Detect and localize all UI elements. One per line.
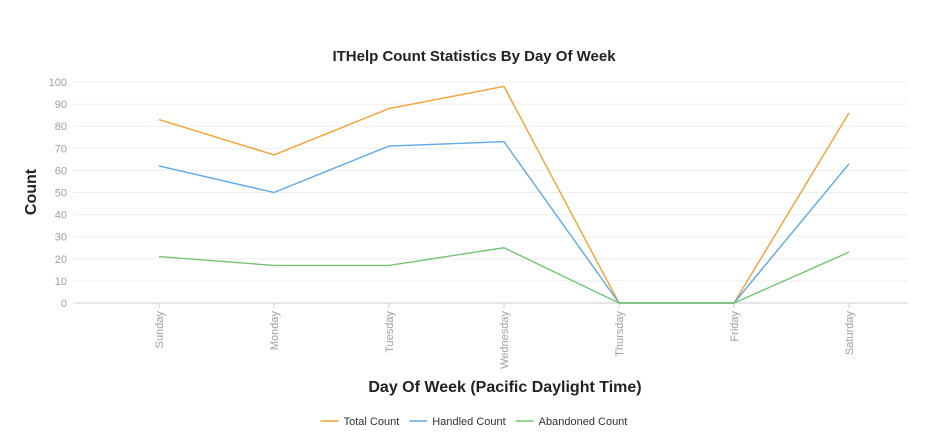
y-tick-label: 100 bbox=[49, 77, 67, 89]
chart-title: ITHelp Count Statistics By Day Of Week bbox=[332, 48, 616, 65]
y-axis-ticks: 0 10 20 30 40 50 60 70 80 90 100 bbox=[49, 77, 67, 310]
x-axis-ticks: Sunday Monday Tuesday Wednesday Thursday Frid… bbox=[154, 303, 856, 369]
x-tick-label: Friday bbox=[729, 311, 741, 342]
y-tick-label: 40 bbox=[55, 210, 67, 222]
legend[interactable]: Total Count Handled Count Abandoned Count bbox=[320, 416, 628, 428]
legend-item-0[interactable]: Total Count bbox=[320, 416, 400, 428]
grid bbox=[73, 81, 908, 282]
series-line-2 bbox=[158, 247, 850, 304]
y-axis-title: Count bbox=[23, 168, 40, 215]
y-tick-label: 20 bbox=[55, 254, 67, 266]
y-tick-label: 80 bbox=[55, 121, 67, 133]
series bbox=[158, 85, 850, 304]
x-tick-label: Sunday bbox=[154, 311, 166, 349]
legend-label: Abandoned Count bbox=[539, 416, 628, 428]
legend-label: Handled Count bbox=[432, 416, 505, 428]
series-line-0 bbox=[158, 85, 850, 304]
y-tick-label: 30 bbox=[55, 232, 67, 244]
y-tick-label: 0 bbox=[61, 298, 67, 310]
y-tick-label: 90 bbox=[55, 99, 67, 111]
y-tick-label: 50 bbox=[55, 188, 67, 200]
legend-item-1[interactable]: Handled Count bbox=[409, 416, 506, 428]
series-line-1 bbox=[158, 140, 850, 304]
y-tick-label: 70 bbox=[55, 143, 67, 155]
legend-item-2[interactable]: Abandoned Count bbox=[515, 416, 628, 428]
x-tick-label: Monday bbox=[269, 311, 281, 351]
x-tick-label: Wednesday bbox=[499, 311, 511, 369]
y-tick-label: 10 bbox=[55, 276, 67, 288]
x-tick-label: Saturday bbox=[844, 311, 856, 356]
x-tick-label: Thursday bbox=[614, 311, 626, 357]
x-axis-title: Day Of Week (Pacific Daylight Time) bbox=[368, 379, 641, 396]
y-tick-label: 60 bbox=[55, 165, 67, 177]
legend-label: Total Count bbox=[344, 416, 400, 428]
x-tick-label: Tuesday bbox=[384, 311, 396, 353]
